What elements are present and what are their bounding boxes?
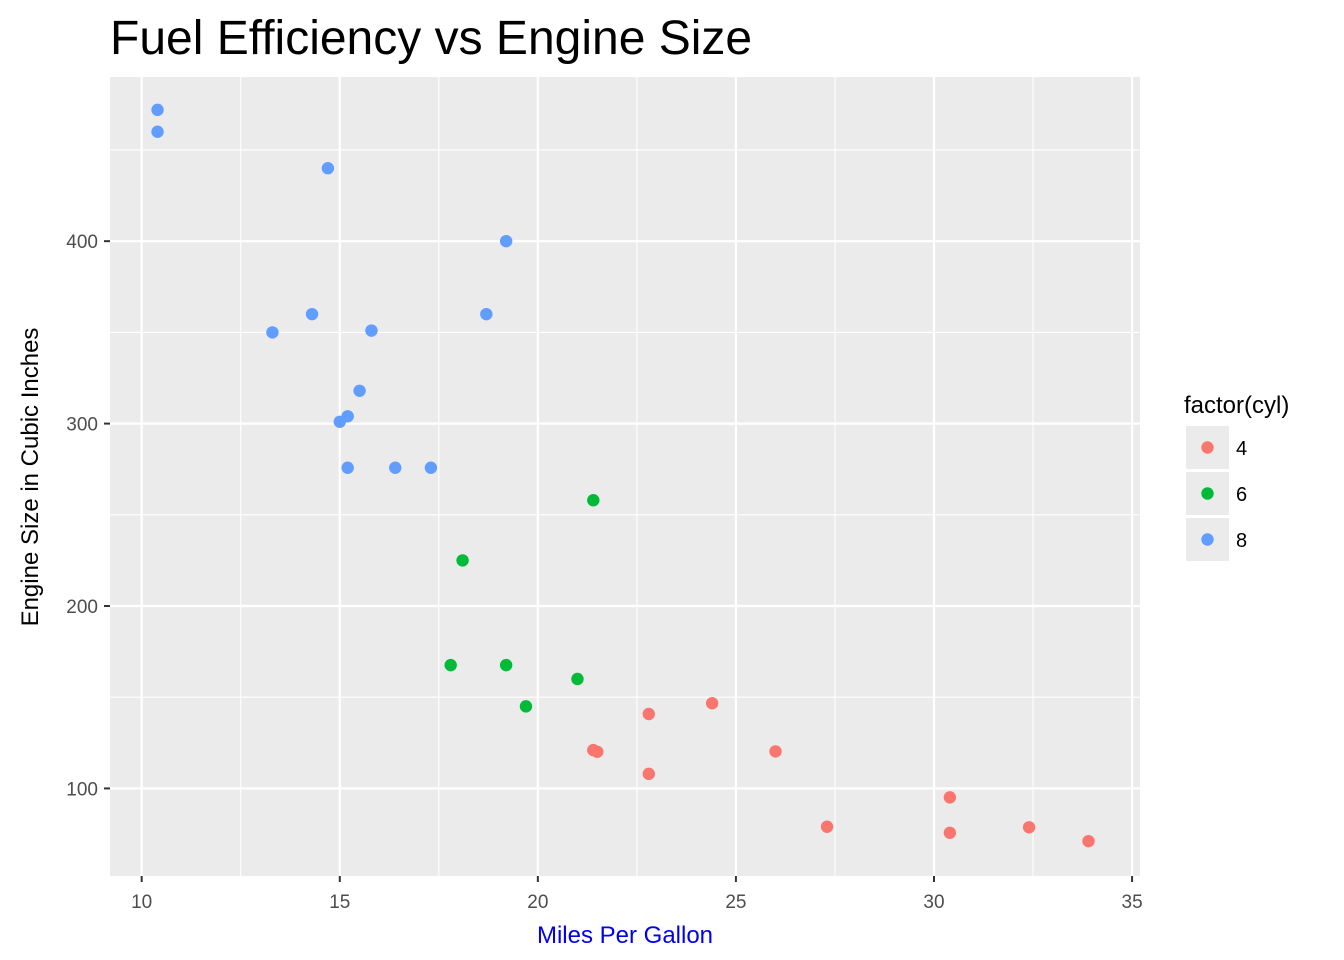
legend: factor(cyl) 4 6 8 — [1184, 392, 1289, 561]
y-tick-label: 300 — [66, 415, 98, 436]
x-tick-label: 10 — [131, 892, 152, 913]
plot-panel — [110, 77, 1140, 876]
y-axis-title: Engine Size in Cubic Inches — [17, 328, 44, 627]
data-point-cyl-4 — [943, 826, 957, 839]
y-tick-label: 100 — [66, 779, 98, 800]
data-point-cyl-6 — [499, 658, 513, 672]
data-point-cyl-4 — [642, 767, 655, 781]
data-point-cyl-8 — [151, 103, 164, 117]
legend-key-point — [1201, 533, 1214, 546]
x-tick-label: 15 — [329, 892, 350, 913]
x-tick-label: 30 — [923, 892, 944, 913]
data-point-cyl-4 — [1082, 834, 1095, 848]
data-point-cyl-4 — [587, 743, 600, 757]
data-point-cyl-4 — [820, 820, 834, 833]
data-point-cyl-8 — [389, 461, 402, 474]
x-tick-label: 20 — [527, 892, 548, 913]
data-point-cyl-4 — [769, 745, 782, 758]
y-tick-label: 200 — [66, 597, 98, 618]
data-point-cyl-8 — [365, 324, 378, 337]
data-point-cyl-6 — [587, 494, 600, 507]
axes: 10 15 20 25 30 35 100 200 300 400 — [66, 232, 1142, 913]
data-point-cyl-4 — [943, 791, 957, 804]
data-point-cyl-6 — [571, 672, 584, 686]
legend-key-point — [1201, 441, 1214, 454]
chart-title: Fuel Efficiency vs Engine Size — [110, 12, 752, 65]
data-point-cyl-8 — [480, 307, 493, 321]
data-point-cyl-4 — [705, 697, 719, 710]
legend-label: 6 — [1236, 484, 1247, 506]
data-point-cyl-6 — [519, 700, 533, 713]
data-point-cyl-8 — [266, 326, 279, 339]
data-point-cyl-4 — [1022, 821, 1036, 834]
data-point-cyl-8 — [341, 461, 354, 474]
y-tick-label: 400 — [66, 232, 98, 253]
data-point-cyl-6 — [456, 554, 469, 567]
data-points — [151, 103, 1095, 848]
data-point-cyl-8 — [499, 234, 513, 248]
legend-label: 8 — [1236, 530, 1247, 552]
data-point-cyl-8 — [333, 415, 346, 428]
data-point-cyl-8 — [321, 162, 335, 175]
legend-key-point — [1201, 487, 1214, 500]
x-tick-label: 35 — [1122, 892, 1143, 913]
data-point-cyl-4 — [642, 707, 655, 721]
data-point-cyl-6 — [444, 658, 457, 672]
data-point-cyl-8 — [305, 307, 319, 321]
grid-lines — [110, 77, 1140, 876]
data-point-cyl-8 — [151, 125, 164, 138]
data-point-cyl-8 — [353, 384, 366, 397]
x-axis-title: Miles Per Gallon — [537, 922, 713, 949]
legend-title: factor(cyl) — [1184, 392, 1289, 419]
data-point-cyl-8 — [424, 461, 438, 474]
x-tick-label: 25 — [725, 892, 746, 913]
legend-label: 4 — [1236, 438, 1247, 460]
